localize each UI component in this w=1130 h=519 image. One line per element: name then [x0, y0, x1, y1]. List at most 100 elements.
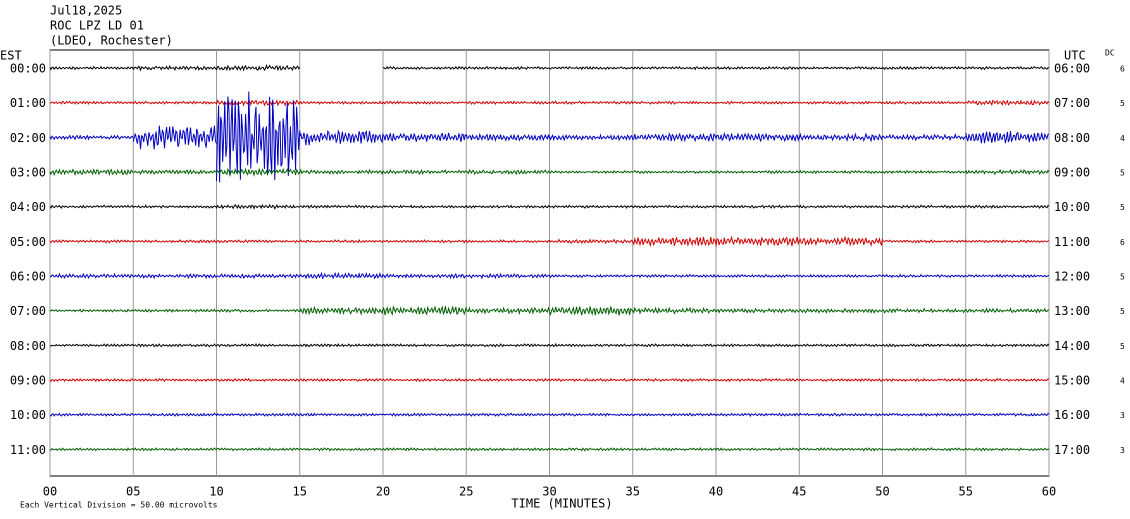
- trace-segment: [132, 343, 217, 348]
- trace-segment: [549, 342, 634, 348]
- trace-segment: [132, 204, 217, 209]
- trace-segment: [632, 100, 716, 105]
- utc-label: 08:00: [1054, 131, 1090, 145]
- trace-segment: [49, 308, 134, 313]
- dc-value: 4: [1120, 377, 1125, 386]
- trace-segment: [132, 100, 217, 105]
- x-tick-label: 00: [43, 485, 57, 499]
- est-label: 05:00: [10, 235, 46, 249]
- trace-segment: [882, 239, 967, 244]
- est-label: 02:00: [10, 131, 46, 145]
- trace-segment: [49, 65, 134, 71]
- trace-segment: [799, 65, 883, 71]
- trace-segment: [49, 377, 134, 383]
- trace-segment: [216, 308, 300, 313]
- trace-segment: [882, 100, 967, 105]
- x-tick-label: 55: [959, 485, 973, 499]
- dc-value: 6: [1120, 238, 1125, 247]
- trace-segment: [549, 377, 634, 383]
- trace-segment: [632, 132, 717, 143]
- trace-segment: [882, 412, 966, 418]
- trace-segment: [632, 412, 717, 417]
- trace-segment: [882, 65, 967, 71]
- x-tick-label: 45: [792, 485, 806, 499]
- utc-label: 16:00: [1054, 408, 1090, 422]
- trace-segment: [465, 412, 550, 417]
- x-tick-label: 60: [1042, 485, 1056, 499]
- trace-segment: [49, 272, 134, 279]
- trace-segment: [799, 273, 883, 279]
- title-line: (LDEO, Rochester): [50, 34, 173, 48]
- trace-segment: [965, 99, 1050, 107]
- trace-segment: [382, 204, 467, 209]
- trace-segment: [965, 343, 1050, 348]
- trace-segment: [299, 204, 384, 210]
- trace-segment: [798, 412, 883, 417]
- trace-segment: [49, 412, 134, 417]
- trace-segment: [382, 412, 467, 417]
- dc-header: DC: [1105, 49, 1115, 58]
- trace-segment: [216, 167, 301, 178]
- x-axis-label: TIME (MINUTES): [511, 497, 612, 511]
- trace-segment: [715, 65, 800, 71]
- trace-segment: [216, 203, 301, 210]
- trace-segment: [632, 446, 717, 452]
- trace-segment: [466, 168, 550, 176]
- utc-label: 15:00: [1054, 374, 1090, 388]
- utc-label: 13:00: [1054, 304, 1090, 318]
- est-label: 10:00: [10, 408, 46, 422]
- trace-segment: [882, 307, 966, 314]
- trace-segment: [382, 305, 467, 316]
- x-tick-label: 15: [293, 485, 307, 499]
- trace-segment: [798, 169, 883, 175]
- trace-segment: [965, 412, 1050, 417]
- trace-segment: [133, 239, 217, 244]
- trace-segment: [549, 100, 634, 105]
- trace-segment: [882, 169, 967, 175]
- x-tick-label: 10: [209, 485, 223, 499]
- trace-segment: [299, 447, 384, 452]
- trace-segment: [882, 132, 967, 142]
- trace-segment: [133, 273, 217, 280]
- left-header: EST: [0, 49, 22, 63]
- trace-segment: [216, 273, 301, 280]
- trace-segment: [965, 65, 1050, 71]
- trace-segment: [133, 377, 217, 383]
- trace-segment: [965, 307, 1050, 314]
- trace-segment: [965, 131, 1050, 144]
- trace-segment: [882, 377, 967, 383]
- dc-value: 3: [1120, 446, 1125, 455]
- trace-segment: [715, 447, 800, 452]
- trace-segment: [216, 377, 301, 383]
- trace-segment: [549, 169, 634, 175]
- dc-value: 3: [1120, 411, 1125, 420]
- trace-segment: [549, 133, 634, 142]
- utc-label: 14:00: [1054, 339, 1090, 353]
- trace-segment: [382, 65, 467, 71]
- trace-segment: [216, 63, 301, 72]
- trace-segment: [715, 307, 800, 314]
- trace-segment: [382, 100, 467, 105]
- utc-label: 06:00: [1054, 62, 1090, 76]
- trace-segment: [133, 412, 217, 417]
- trace-segment: [299, 168, 384, 175]
- est-label: 06:00: [10, 270, 46, 284]
- est-label: 09:00: [10, 374, 46, 388]
- trace-segment: [715, 204, 800, 209]
- trace-segment: [49, 343, 134, 348]
- trace-segment: [798, 377, 883, 383]
- trace-segment: [882, 204, 967, 209]
- trace-segment: [465, 132, 550, 143]
- trace-segment: [382, 132, 467, 142]
- est-label: 11:00: [10, 443, 46, 457]
- trace-segment: [383, 272, 467, 280]
- dc-value: 6: [1120, 65, 1125, 74]
- trace-segment: [965, 168, 1050, 176]
- trace-segment: [216, 99, 301, 107]
- x-tick-label: 25: [459, 485, 473, 499]
- est-label: 04:00: [10, 200, 46, 214]
- trace-segment: [465, 100, 550, 105]
- trace-segment: [715, 412, 800, 418]
- x-tick-label: 50: [875, 485, 889, 499]
- trace-segment: [465, 272, 550, 280]
